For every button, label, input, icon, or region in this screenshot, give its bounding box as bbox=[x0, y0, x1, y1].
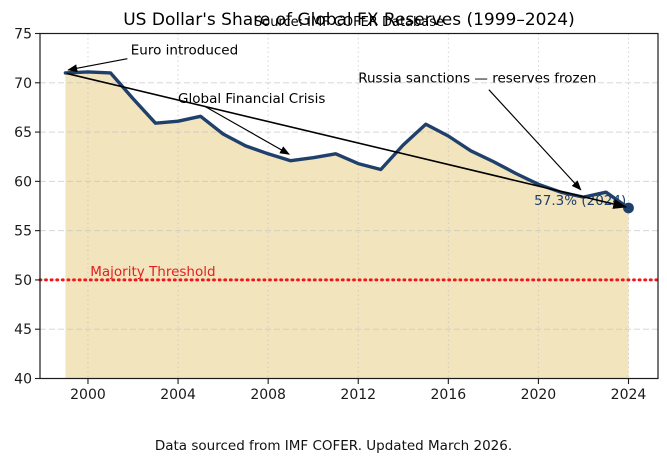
x-tick-label: 2012 bbox=[340, 387, 376, 403]
y-tick-label: 40 bbox=[14, 372, 32, 388]
y-tick-label: 60 bbox=[14, 174, 32, 190]
x-tick-label: 2016 bbox=[431, 387, 467, 403]
x-tick-label: 2004 bbox=[160, 387, 196, 403]
chart-caption: Data sourced from IMF COFER. Updated Mar… bbox=[154, 438, 513, 454]
x-tick-label: 2008 bbox=[250, 387, 286, 403]
chart-title: US Dollar's Share of Global FX Reserves … bbox=[123, 10, 575, 30]
annotation-label-global-financial-crisis: Global Financial Crisis bbox=[178, 91, 325, 107]
x-tick-label: 2020 bbox=[521, 387, 557, 403]
area-fill-layer bbox=[65, 71, 629, 379]
trend-arrow bbox=[66, 72, 628, 209]
y-tick-label: 55 bbox=[14, 224, 32, 240]
annotation-arrow-euro-introduced bbox=[67, 58, 128, 73]
y-tick-label: 65 bbox=[14, 125, 32, 141]
y-tick-label: 45 bbox=[14, 322, 32, 338]
x-tick-label: 2024 bbox=[611, 387, 647, 403]
y-tick-label: 70 bbox=[14, 76, 32, 92]
chart-overlay-subtitle: Source: IMF COFER Database bbox=[253, 15, 445, 30]
annotation-layer: Euro introduced Global Financial Crisis Ru… bbox=[66, 43, 628, 209]
usd-share-line bbox=[63, 70, 631, 210]
majority-threshold-label: Majority Threshold bbox=[90, 264, 215, 280]
value-label-layer: 57.3% (2024) bbox=[534, 193, 626, 209]
threshold-layer: Majority Threshold bbox=[38, 264, 660, 282]
y-tick-label: 75 bbox=[14, 27, 32, 43]
plot-border bbox=[39, 32, 659, 380]
axes-layer: 40 45 50 55 60 65 70 75 2000 2004 2008 2012 2016 2020… bbox=[14, 27, 659, 403]
annotation-label-russia-sanctions: Russia sanctions — reserves frozen bbox=[358, 70, 596, 86]
x-tick-label: 2000 bbox=[70, 387, 106, 403]
endpoint-value-label: 57.3% (2024) bbox=[534, 193, 626, 209]
y-tick-label: 50 bbox=[14, 273, 32, 289]
annotation-label-euro-introduced: Euro introduced bbox=[131, 43, 238, 59]
annotation-arrow-global-financial-crisis bbox=[204, 105, 290, 155]
area-fill bbox=[65, 71, 629, 379]
annotation-arrow-russia-sanctions bbox=[488, 89, 582, 191]
